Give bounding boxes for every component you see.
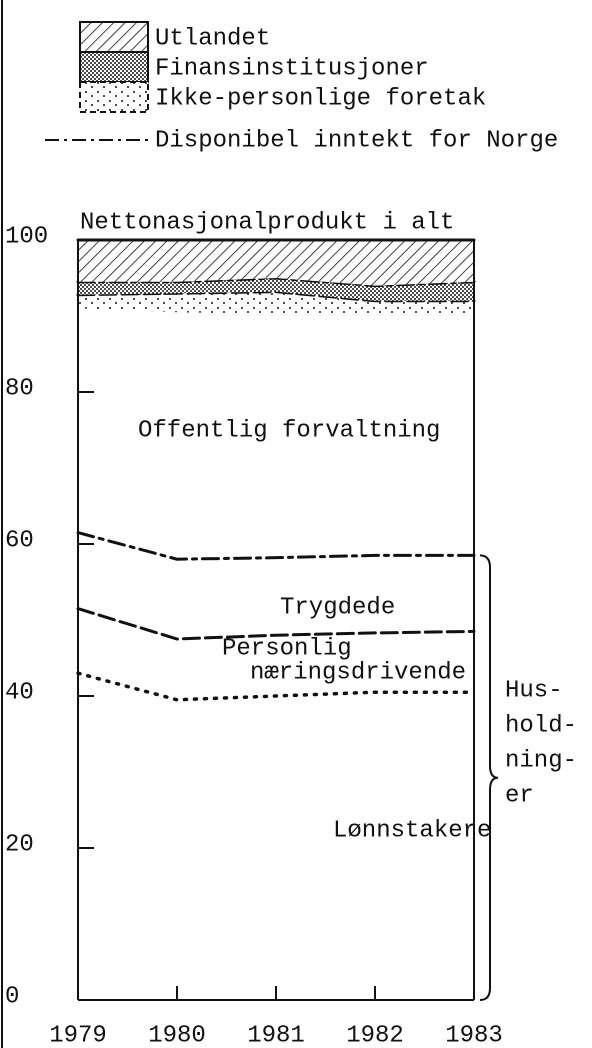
x-tick-label: 1982 bbox=[346, 1022, 404, 1048]
y-tick-label: 0 bbox=[5, 983, 19, 1010]
brace-label: Hus- bbox=[505, 677, 563, 704]
y-tick-label: 60 bbox=[5, 527, 34, 554]
chart-title: Nettonasjonalprodukt i alt bbox=[80, 209, 454, 236]
brace bbox=[479, 554, 499, 1001]
y-tick-label: 20 bbox=[5, 831, 34, 858]
legend-label: Ikke-personlige foretak bbox=[155, 85, 486, 112]
y-tick-label: 80 bbox=[5, 375, 34, 402]
area-label: Personlig bbox=[222, 635, 352, 662]
legend-label: Finansinstitusjoner bbox=[155, 55, 429, 82]
legend-label: Disponibel inntekt for Norge bbox=[155, 127, 558, 154]
boundary-line bbox=[76, 671, 476, 702]
brace-label: hold- bbox=[505, 712, 577, 739]
x-tick-label: 1983 bbox=[445, 1022, 503, 1048]
x-tick-label: 1981 bbox=[247, 1022, 305, 1048]
brace-label: ning- bbox=[505, 747, 577, 774]
area-label: næringsdrivende bbox=[250, 659, 466, 686]
boundary-line bbox=[76, 607, 476, 641]
legend-label: Utlandet bbox=[155, 25, 270, 52]
area-label: Offentlig forvaltning bbox=[138, 417, 440, 444]
y-tick-label: 100 bbox=[5, 223, 48, 250]
area-band bbox=[78, 278, 474, 301]
legend-swatch bbox=[79, 21, 149, 53]
brace-label: er bbox=[505, 782, 534, 809]
boundary-line bbox=[76, 531, 476, 561]
area-band bbox=[78, 291, 474, 316]
area-band bbox=[78, 240, 474, 286]
y-tick-label: 40 bbox=[5, 679, 34, 706]
area-label: Trygdede bbox=[280, 594, 395, 621]
area-label: Lønnstakere bbox=[333, 817, 491, 844]
area-band bbox=[78, 533, 474, 639]
legend-swatch bbox=[79, 81, 149, 113]
x-tick-label: 1979 bbox=[49, 1022, 107, 1048]
x-tick-label: 1980 bbox=[148, 1022, 206, 1048]
legend-swatch bbox=[79, 51, 149, 83]
